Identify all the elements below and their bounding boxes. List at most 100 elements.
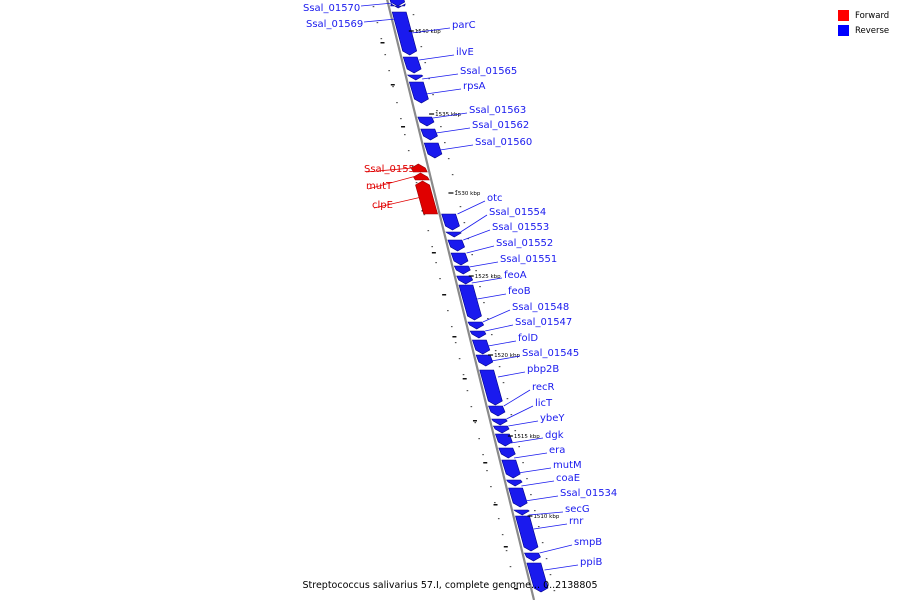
gene-label-fold: folD — [518, 333, 538, 344]
gene-connector — [360, 2, 394, 7]
minor-tick — [498, 366, 501, 368]
gene-connector — [513, 452, 548, 459]
gene-labels: Ssal_01570 Ssal_01569 parC ilvE Ssal_01565rp… — [303, 2, 617, 571]
gene-connector — [419, 54, 455, 61]
minor-tick — [462, 374, 465, 376]
minor-tick — [420, 46, 423, 48]
gene-connector — [539, 544, 573, 554]
gene-feature-smpb — [524, 552, 541, 562]
gene-feature-ssal-01547 — [469, 330, 487, 339]
gene-label-ssal-01565: Ssal_01565 — [460, 66, 517, 77]
gene-feature-feob — [458, 284, 482, 321]
minor-tick — [404, 134, 406, 136]
gene-label-ssal-01545: Ssal_01545 — [522, 348, 579, 359]
minor-tick — [466, 390, 469, 392]
scale-tick-label: 1525 kbp — [475, 274, 501, 280]
gene-connector — [506, 405, 534, 420]
gene-label-ppib: ppiB — [580, 557, 602, 568]
gene-feature-ssal-01548 — [467, 321, 485, 330]
minor-tick — [497, 518, 500, 520]
gene-label-smpb: smpB — [574, 537, 602, 548]
minor-tick — [462, 378, 467, 380]
gene-label-ssal-01547: Ssal_01547 — [515, 317, 572, 328]
minor-tick — [440, 126, 442, 128]
gene-connector — [484, 324, 514, 332]
gene-label-coae: coaE — [556, 473, 580, 484]
gene-label-ssal-01552: Ssal_01552 — [496, 238, 553, 249]
gene-feature-ssal-01559 — [410, 163, 428, 173]
minor-tick — [428, 78, 430, 80]
minor-tick — [522, 462, 524, 464]
minor-tick — [478, 438, 480, 440]
minor-tick — [411, 166, 414, 168]
minor-tick — [494, 350, 497, 352]
minor-tick — [407, 150, 410, 152]
gene-label-ssal-01560: Ssal_01560 — [475, 137, 532, 148]
gene-feature-ssal-01569 — [390, 3, 406, 9]
strand-legend: Forward Reverse — [838, 8, 889, 38]
gene-label-ssal-01569: Ssal_01569 — [306, 19, 363, 30]
minor-tick — [380, 42, 385, 44]
gene-connector — [488, 340, 517, 347]
minor-tick — [482, 454, 484, 456]
gene-label-ssal-01559: Ssal_01559 — [364, 164, 421, 175]
gene-connector — [425, 88, 462, 95]
gene-label-feob: feoB — [508, 286, 531, 297]
gene-feature-ssal-01565 — [406, 74, 424, 81]
minor-tick — [486, 470, 488, 472]
gene-label-ssal-01548: Ssal_01548 — [512, 302, 569, 313]
gene-features — [389, 0, 549, 593]
minor-tick — [452, 336, 457, 338]
minor-tick — [376, 22, 379, 24]
gene-connector — [503, 389, 531, 407]
minor-tick — [432, 94, 434, 96]
minor-tick — [392, 86, 394, 88]
minor-tick — [510, 414, 513, 416]
gene-label-dgk: dgk — [545, 430, 564, 441]
minor-tick — [447, 158, 450, 160]
minor-tick — [396, 102, 398, 104]
gene-feature-rpsa — [408, 81, 429, 104]
gene-label-ilve: ilvE — [456, 47, 474, 58]
minor-tick — [459, 206, 462, 208]
gene-connector — [508, 420, 539, 427]
gene-label-parc: parC — [452, 20, 476, 31]
minor-tick — [463, 222, 466, 224]
gene-connector — [422, 73, 459, 80]
minor-tick — [490, 334, 493, 336]
minor-tick — [514, 430, 517, 432]
gene-connector — [521, 480, 555, 487]
gene-feature-mutm — [501, 459, 521, 479]
minor-tick — [439, 278, 441, 280]
legend-item-forward: Forward — [838, 8, 889, 23]
minor-tick — [455, 190, 458, 192]
gene-feature-ssal-01562 — [420, 128, 438, 141]
gene-feature-ybey — [492, 425, 510, 434]
minor-tick — [483, 462, 488, 464]
gene-feature-clpe — [415, 180, 438, 215]
minor-tick — [549, 574, 552, 576]
gene-feature-ssal-01553 — [447, 239, 465, 252]
minor-tick — [436, 110, 438, 112]
minor-tick — [553, 590, 556, 592]
minor-tick — [518, 446, 520, 448]
minor-tick — [435, 262, 437, 264]
gene-feature-pbp2b — [479, 369, 503, 406]
gene-feature-ssal-01570 — [389, 0, 406, 7]
gene-label-ssal-01563: Ssal_01563 — [469, 105, 526, 116]
gene-label-ssal-01534: Ssal_01534 — [560, 488, 617, 499]
minor-tick — [534, 510, 536, 512]
minor-tick — [447, 310, 449, 312]
minor-tick — [467, 238, 470, 240]
scale-tick-label: 1515 kbp — [514, 434, 540, 440]
gene-connector — [533, 523, 568, 530]
minor-tick — [494, 502, 496, 504]
gene-label-mutm: mutM — [553, 460, 582, 471]
gene-feature-dgk — [494, 433, 513, 447]
minor-tick — [454, 342, 457, 344]
gene-label-secg: secG — [565, 504, 590, 515]
minor-tick — [530, 494, 532, 496]
minor-tick — [431, 246, 434, 248]
gene-feature-ssal-01552 — [450, 252, 469, 266]
minor-tick — [526, 478, 528, 480]
